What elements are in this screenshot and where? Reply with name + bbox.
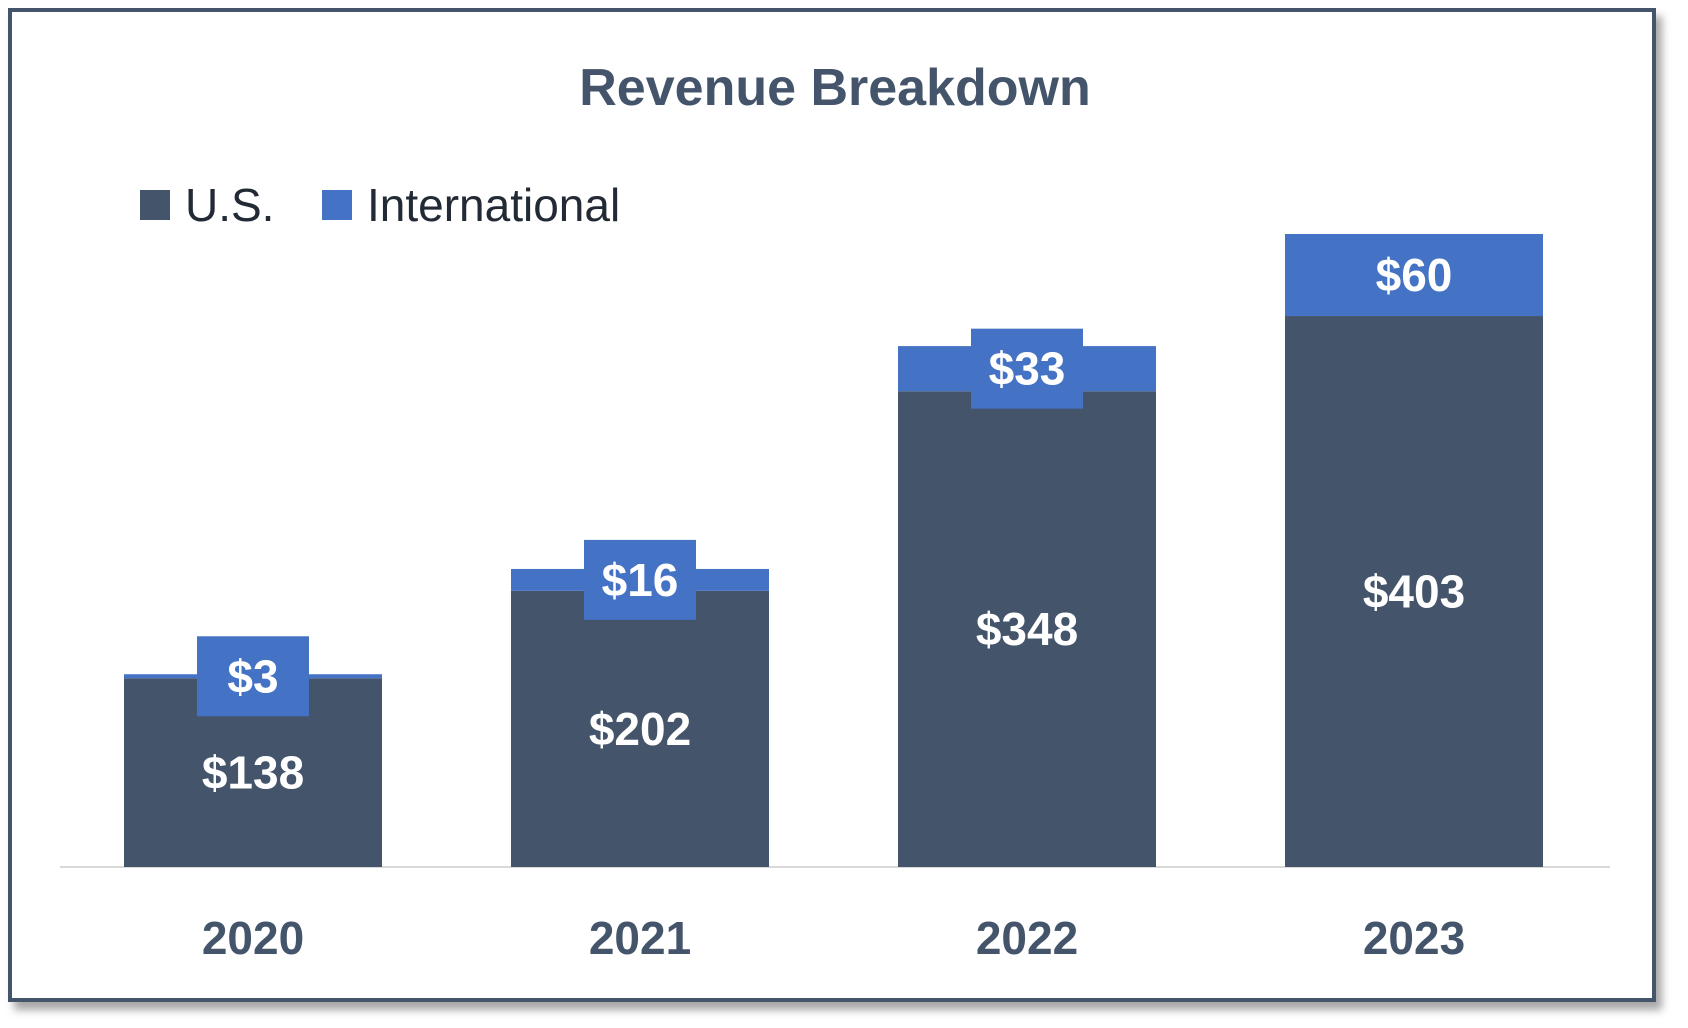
x-tick-label-2020: 2020 [202, 912, 304, 964]
data-label-us-2023: $403 [1363, 566, 1465, 618]
bars-layer: $138 $3 $202 $16 $348 $33 $403 $60 [124, 234, 1543, 867]
legend-label-us: U.S. [185, 179, 274, 231]
x-tick-label-2023: 2023 [1363, 912, 1465, 964]
bar-us-2023 [1285, 316, 1543, 867]
legend-swatch-international [322, 190, 352, 220]
data-label-box-international-2021 [584, 539, 696, 620]
legend: U.S. International [140, 179, 620, 231]
data-label-international-2020: $3 [227, 650, 278, 702]
x-tick-label-2022: 2022 [976, 912, 1078, 964]
data-label-international-2021: $16 [602, 554, 679, 606]
bar-us-2022 [898, 391, 1156, 867]
legend-label-international: International [367, 179, 620, 231]
data-label-box-international-2020 [197, 636, 309, 717]
x-tick-label-2021: 2021 [589, 912, 691, 964]
data-label-us-2022: $348 [976, 603, 1078, 655]
bar-us-2021 [511, 590, 769, 867]
data-label-box-international-2022 [971, 328, 1083, 409]
data-label-international-2023: $60 [1376, 249, 1453, 301]
bar-international-2023 [1285, 234, 1543, 317]
data-label-us-2020: $138 [202, 747, 304, 799]
data-label-international-2022: $33 [989, 343, 1066, 395]
data-label-us-2021: $202 [589, 703, 691, 755]
x-axis-ticks: 2020 2021 2022 2023 [202, 912, 1465, 964]
legend-swatch-us [140, 190, 170, 220]
chart-title: Revenue Breakdown [579, 59, 1091, 117]
